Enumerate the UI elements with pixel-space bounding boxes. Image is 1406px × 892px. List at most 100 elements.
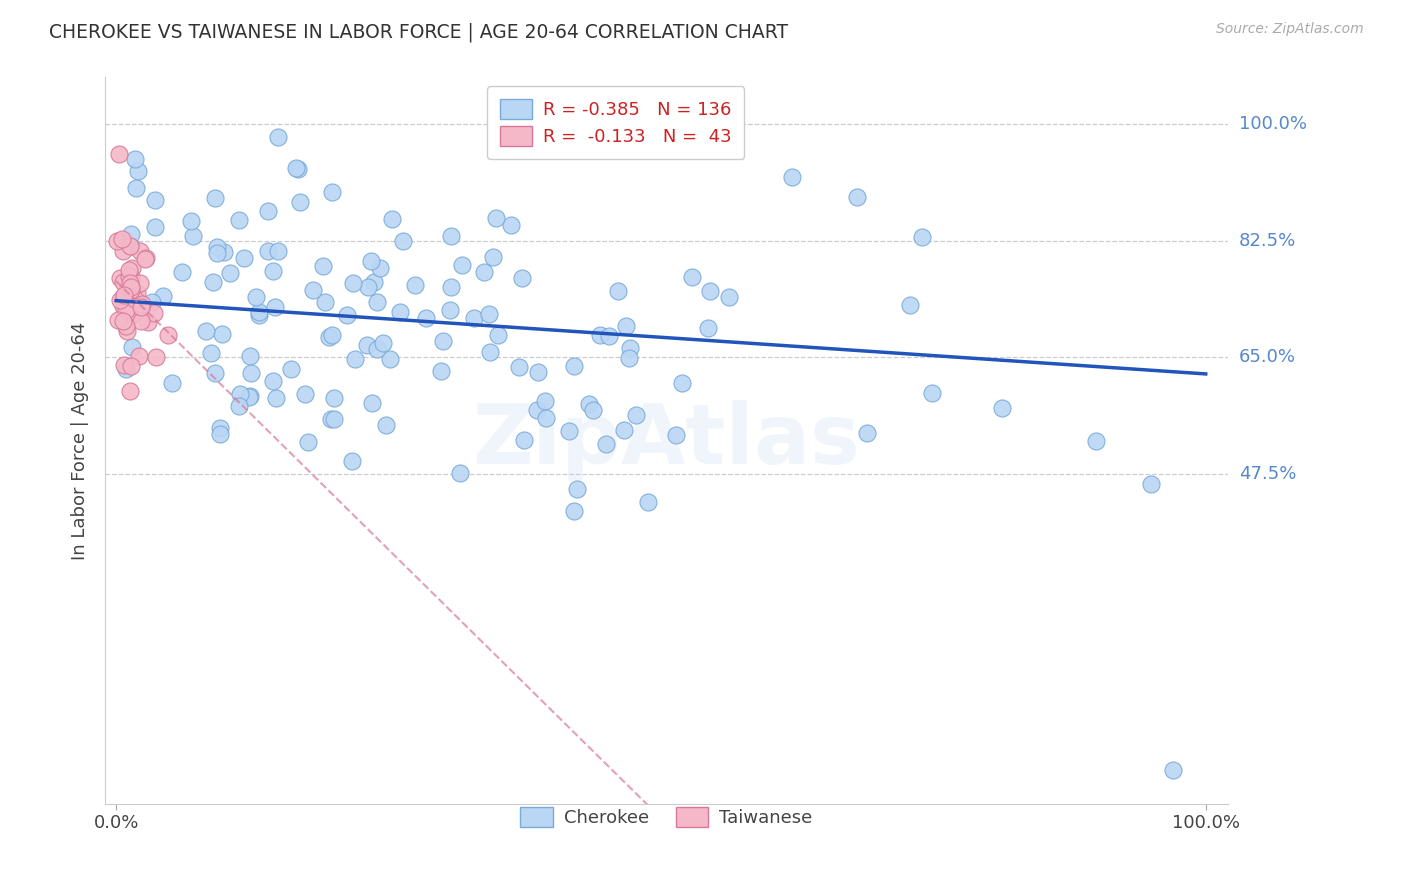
Point: [357, 280, 380, 294]
Point: [238, 390, 260, 404]
Point: [200, 346, 222, 360]
Point: [526, 402, 548, 417]
Text: ZipAtlas: ZipAtlas: [472, 400, 860, 481]
Point: [342, 276, 364, 290]
Point: [321, 328, 343, 343]
Point: [228, 213, 250, 227]
Point: [626, 408, 648, 422]
Point: [257, 203, 280, 218]
Point: [336, 308, 359, 322]
Point: [218, 266, 240, 280]
Point: [239, 389, 262, 403]
Text: 100.0%: 100.0%: [1239, 115, 1306, 133]
Point: [681, 269, 703, 284]
Point: [619, 342, 641, 356]
Point: [114, 296, 136, 310]
Point: [356, 337, 378, 351]
Point: [183, 228, 205, 243]
Point: [117, 263, 139, 277]
Point: [440, 229, 463, 244]
Point: [285, 161, 308, 175]
Point: [247, 305, 270, 319]
Point: [449, 466, 471, 480]
Legend: Cherokee, Taiwanese: Cherokee, Taiwanese: [513, 800, 820, 835]
Point: [1084, 434, 1107, 448]
Point: [297, 434, 319, 449]
Point: [108, 270, 131, 285]
Point: [212, 245, 235, 260]
Point: [262, 374, 284, 388]
Point: [112, 275, 135, 289]
Point: [267, 244, 290, 258]
Point: [699, 284, 721, 298]
Point: [124, 153, 146, 167]
Point: [228, 399, 250, 413]
Point: [118, 269, 141, 284]
Point: [302, 283, 325, 297]
Point: [911, 230, 934, 244]
Point: [637, 495, 659, 509]
Point: [204, 366, 226, 380]
Point: [375, 417, 398, 432]
Point: [211, 327, 233, 342]
Point: [143, 305, 166, 319]
Point: [536, 410, 558, 425]
Point: [342, 454, 364, 468]
Point: [564, 359, 586, 373]
Point: [430, 364, 453, 378]
Point: [366, 342, 388, 356]
Point: [128, 350, 150, 364]
Point: [129, 300, 152, 314]
Point: [127, 164, 149, 178]
Point: [202, 276, 225, 290]
Point: [614, 318, 637, 333]
Point: [501, 218, 523, 232]
Point: [115, 362, 138, 376]
Point: [156, 327, 179, 342]
Point: [160, 376, 183, 391]
Point: [264, 392, 287, 406]
Point: [118, 277, 141, 291]
Point: [478, 307, 501, 321]
Point: [143, 193, 166, 207]
Point: [378, 352, 401, 367]
Point: [145, 351, 167, 365]
Point: [991, 401, 1014, 416]
Point: [381, 211, 404, 226]
Point: [718, 290, 741, 304]
Text: CHEROKEE VS TAIWANESE IN LABOR FORCE | AGE 20-64 CORRELATION CHART: CHEROKEE VS TAIWANESE IN LABOR FORCE | A…: [49, 22, 789, 42]
Text: 47.5%: 47.5%: [1239, 465, 1296, 483]
Text: Source: ZipAtlas.com: Source: ZipAtlas.com: [1216, 22, 1364, 37]
Point: [280, 362, 302, 376]
Point: [257, 244, 280, 258]
Point: [136, 315, 159, 329]
Point: [595, 437, 617, 451]
Point: [170, 264, 193, 278]
Point: [472, 265, 495, 279]
Point: [112, 288, 135, 302]
Point: [195, 324, 218, 338]
Point: [120, 238, 142, 252]
Point: [120, 293, 142, 308]
Point: [671, 376, 693, 391]
Point: [606, 284, 628, 298]
Point: [129, 244, 152, 259]
Point: [373, 336, 395, 351]
Point: [108, 147, 131, 161]
Point: [229, 387, 252, 401]
Point: [111, 299, 134, 313]
Point: [118, 239, 141, 253]
Point: [115, 302, 138, 317]
Point: [391, 235, 413, 249]
Text: 65.0%: 65.0%: [1239, 348, 1296, 367]
Point: [115, 324, 138, 338]
Point: [143, 220, 166, 235]
Point: [209, 427, 232, 442]
Point: [665, 427, 688, 442]
Point: [404, 278, 426, 293]
Point: [120, 227, 142, 241]
Point: [360, 254, 382, 268]
Point: [108, 293, 131, 308]
Point: [361, 396, 384, 410]
Point: [131, 297, 153, 311]
